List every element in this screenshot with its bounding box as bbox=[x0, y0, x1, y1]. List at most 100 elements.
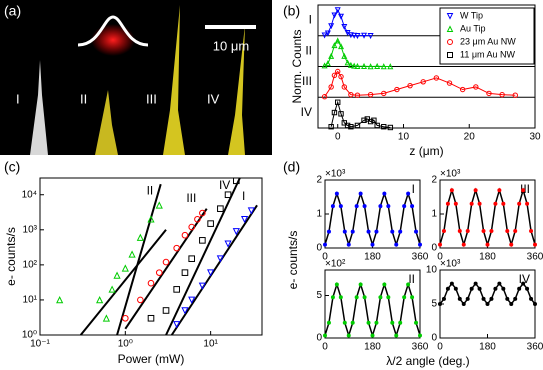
fit-line bbox=[116, 183, 162, 336]
y-tick-label: 2 bbox=[316, 175, 322, 186]
data-point bbox=[334, 191, 339, 196]
data-point bbox=[328, 124, 334, 130]
data-point bbox=[328, 52, 335, 59]
data-point bbox=[461, 242, 466, 247]
data-point bbox=[486, 90, 492, 97]
data-point bbox=[326, 229, 331, 234]
data-point bbox=[354, 92, 361, 98]
x-tick-label: 360 bbox=[412, 342, 429, 353]
series-annotation: II bbox=[147, 183, 154, 197]
x-axis-label: λ/2 angle (deg.) bbox=[386, 354, 469, 368]
data-point bbox=[473, 188, 478, 193]
data-point bbox=[358, 282, 363, 287]
subplot-label: I bbox=[412, 182, 415, 196]
data-point bbox=[501, 201, 506, 206]
data-point bbox=[147, 314, 155, 322]
data-point bbox=[181, 307, 189, 315]
panel-label: (c) bbox=[4, 159, 20, 175]
data-point bbox=[324, 30, 331, 37]
x-tick-label: 10⁻¹ bbox=[30, 339, 50, 350]
data-point bbox=[402, 204, 407, 209]
data-point bbox=[347, 32, 354, 39]
data-point bbox=[529, 229, 534, 233]
y-axis-label: e- counts/s bbox=[4, 227, 18, 286]
series-line bbox=[439, 282, 536, 306]
y-tick-label: 10³ bbox=[23, 224, 38, 235]
data-point bbox=[367, 63, 374, 70]
data-point bbox=[371, 117, 377, 123]
axes-frame bbox=[39, 177, 263, 336]
data-point bbox=[217, 205, 224, 212]
x-tick-label: 30 bbox=[529, 132, 541, 143]
data-point bbox=[358, 191, 363, 196]
data-point bbox=[361, 32, 368, 39]
subplot-label: III bbox=[520, 182, 530, 196]
data-point bbox=[347, 61, 354, 68]
data-point bbox=[481, 229, 486, 233]
x-tick-label: 20 bbox=[464, 132, 476, 143]
data-point bbox=[420, 79, 426, 85]
multiplier: ×10³ bbox=[440, 259, 461, 270]
data-point bbox=[477, 286, 482, 291]
data-point bbox=[374, 62, 381, 69]
data-point bbox=[155, 201, 163, 209]
data-point bbox=[378, 204, 383, 209]
tip bbox=[163, 5, 185, 155]
data-point bbox=[418, 333, 422, 338]
data-point bbox=[406, 191, 411, 196]
y-tick-label: 2 bbox=[431, 175, 437, 186]
data-point bbox=[341, 84, 348, 90]
series-annotation: I bbox=[242, 189, 245, 203]
data-point bbox=[445, 286, 450, 291]
data-point bbox=[147, 215, 155, 223]
data-point bbox=[341, 24, 348, 31]
data-point bbox=[350, 229, 355, 234]
data-point bbox=[348, 124, 354, 130]
legend-marker bbox=[446, 13, 454, 20]
data-point bbox=[398, 320, 403, 325]
data-point bbox=[473, 281, 478, 286]
data-point bbox=[224, 240, 232, 248]
data-point bbox=[469, 201, 474, 206]
axes-frame bbox=[324, 179, 421, 249]
legend-marker bbox=[447, 39, 453, 45]
y-tick-label: 10¹ bbox=[23, 295, 38, 306]
y-tick-label: 1 bbox=[431, 209, 437, 220]
data-point bbox=[390, 229, 395, 234]
data-point bbox=[323, 333, 327, 338]
data-point bbox=[367, 118, 374, 125]
data-point bbox=[525, 286, 530, 291]
data-point bbox=[233, 177, 240, 185]
x-axis-label: Power (mW) bbox=[118, 352, 185, 366]
micrograph: 10 μm I II III IV (a) bbox=[0, 0, 272, 155]
data-point bbox=[453, 201, 458, 206]
data-point bbox=[410, 295, 415, 300]
data-point bbox=[513, 229, 518, 233]
data-point bbox=[96, 296, 104, 304]
data-point bbox=[341, 52, 348, 59]
y-axis-label: Norm. Counts bbox=[290, 29, 304, 103]
axes-frame bbox=[324, 269, 421, 339]
tip bbox=[30, 60, 48, 155]
data-point bbox=[509, 302, 514, 306]
data-point bbox=[326, 320, 331, 325]
data-point bbox=[338, 111, 344, 117]
data-point bbox=[199, 209, 206, 217]
data-point bbox=[108, 285, 116, 293]
data-point bbox=[335, 99, 341, 105]
data-point bbox=[521, 281, 526, 286]
legend-marker bbox=[447, 52, 453, 58]
data-point bbox=[324, 60, 331, 67]
data-point bbox=[457, 296, 462, 301]
x-tick-label: 0 bbox=[437, 252, 443, 263]
fit-line bbox=[170, 204, 258, 336]
data-point bbox=[441, 296, 446, 301]
data-point bbox=[517, 286, 522, 291]
data-point bbox=[247, 207, 255, 215]
x-tick-label: 0 bbox=[437, 342, 443, 353]
data-point bbox=[410, 204, 415, 209]
y-tick-label: 5 bbox=[431, 299, 437, 310]
data-point bbox=[354, 295, 359, 300]
data-point bbox=[449, 281, 454, 286]
